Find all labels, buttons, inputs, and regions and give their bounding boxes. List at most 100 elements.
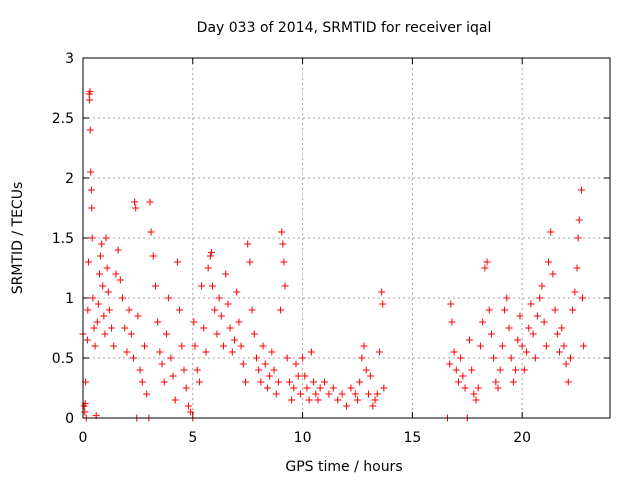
data-point	[215, 294, 223, 302]
data-point	[288, 396, 296, 404]
data-point	[314, 396, 322, 404]
data-point	[202, 348, 210, 356]
data-point	[103, 264, 111, 272]
data-point	[553, 330, 561, 338]
data-point	[481, 264, 489, 272]
data-point	[329, 384, 337, 392]
y-tick-label: 2	[65, 171, 74, 187]
data-point	[182, 384, 190, 392]
data-point	[94, 300, 102, 308]
data-point	[454, 378, 462, 386]
data-point	[160, 378, 168, 386]
data-point	[132, 204, 140, 212]
data-point	[220, 342, 228, 350]
data-point	[231, 336, 239, 344]
data-point	[252, 354, 260, 362]
data-point	[356, 378, 364, 386]
data-point	[285, 378, 293, 386]
data-point	[101, 330, 109, 338]
data-point	[102, 234, 110, 242]
data-point	[193, 366, 201, 374]
data-point	[555, 348, 563, 356]
data-point	[351, 390, 359, 398]
data-point	[525, 324, 533, 332]
data-point	[86, 126, 94, 134]
data-point	[492, 378, 500, 386]
data-point	[281, 282, 289, 290]
chart-title: Day 033 of 2014, SRMTID for receiver iqa…	[197, 20, 492, 36]
data-point	[257, 378, 265, 386]
data-point	[195, 378, 203, 386]
data-point	[534, 312, 542, 320]
data-point	[97, 252, 105, 260]
data-point	[278, 228, 286, 236]
data-point	[450, 348, 458, 356]
data-point	[490, 354, 498, 362]
x-tick-label: 0	[79, 430, 88, 446]
data-point	[151, 282, 159, 290]
data-point	[551, 306, 559, 314]
data-point	[158, 360, 166, 368]
data-point	[228, 348, 236, 356]
data-point	[255, 366, 263, 374]
data-point	[233, 288, 241, 296]
data-point	[364, 390, 372, 398]
data-point	[448, 318, 456, 326]
data-point	[176, 306, 184, 314]
data-point	[468, 366, 476, 374]
data-point	[88, 204, 96, 212]
data-point	[527, 300, 535, 308]
data-point	[514, 336, 522, 344]
data-point	[171, 396, 179, 404]
y-axis-label: SRMTID / TECUs	[10, 182, 26, 295]
data-point	[130, 354, 138, 362]
data-point	[523, 348, 531, 356]
y-tick-label: 0	[65, 411, 74, 427]
data-point	[307, 348, 315, 356]
data-point	[112, 270, 120, 278]
data-point	[263, 384, 271, 392]
data-point	[507, 354, 515, 362]
data-point	[321, 378, 329, 386]
data-point	[375, 348, 383, 356]
data-point	[353, 396, 361, 404]
data-point	[270, 366, 278, 374]
data-point	[531, 354, 539, 362]
data-point	[483, 258, 491, 266]
data-point	[165, 294, 173, 302]
data-point	[209, 282, 217, 290]
data-point	[369, 402, 377, 410]
data-point	[224, 300, 232, 308]
data-point	[235, 318, 243, 326]
data-point	[380, 384, 388, 392]
data-point	[545, 258, 553, 266]
data-point	[114, 246, 122, 254]
data-point	[334, 396, 342, 404]
data-point	[241, 378, 249, 386]
series-srmtid	[79, 88, 588, 422]
data-point	[127, 330, 135, 338]
data-point	[343, 402, 350, 410]
x-tick-label: 10	[294, 430, 312, 446]
data-point	[301, 372, 309, 380]
data-point	[86, 88, 94, 96]
data-point	[266, 372, 274, 380]
data-point	[250, 330, 258, 338]
data-point	[200, 324, 208, 332]
data-point	[211, 306, 219, 314]
x-tick-label: 5	[188, 430, 197, 446]
data-point	[131, 198, 139, 206]
data-point	[147, 228, 155, 236]
data-point	[90, 324, 98, 332]
data-point	[190, 318, 198, 326]
data-point	[198, 282, 206, 290]
data-point	[246, 258, 254, 266]
data-point	[373, 390, 381, 398]
data-point	[296, 390, 304, 398]
data-point	[105, 306, 113, 314]
data-point	[138, 378, 146, 386]
data-point	[457, 354, 465, 362]
data-point	[509, 378, 517, 386]
data-point	[316, 384, 324, 392]
